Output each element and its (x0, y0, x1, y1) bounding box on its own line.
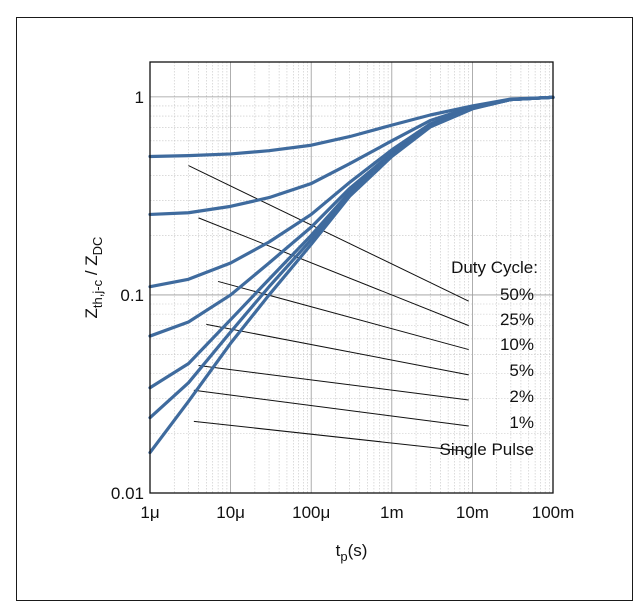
leader-line (206, 323, 469, 376)
y-axis-label-sep: / (82, 266, 101, 280)
x-tick-labels: 1μ 10μ 100μ 1m 10m 100m (140, 503, 574, 522)
x-tick-label: 1μ (140, 503, 159, 522)
leader-line (198, 365, 469, 401)
duty-cycle-label: 10% (500, 335, 534, 354)
x-tick-label: 1m (380, 503, 404, 522)
duty-cycle-label: Single Pulse (439, 440, 534, 459)
duty-cycle-label: 50% (500, 285, 534, 304)
series-line (148, 95, 555, 455)
x-axis-label-main: t (336, 541, 341, 560)
plot-area-border (149, 61, 554, 494)
series-line (148, 95, 555, 338)
x-tick-label: 10m (456, 503, 489, 522)
leader-line (217, 280, 469, 351)
duty-cycle-label: 5% (509, 361, 534, 380)
leader-line (193, 389, 469, 427)
leader-line (198, 217, 469, 327)
duty-cycle-labels: Duty Cycle: 50% 25% 10% 5% 2% 1% Single Pulse (439, 258, 538, 459)
y-tick-labels: 0.01 0.1 1 (111, 88, 144, 503)
leader-line (188, 165, 469, 302)
duty-cycle-leader-lines (188, 165, 469, 452)
y-axis-label-z2: Z (82, 255, 101, 265)
y-tick-label: 0.01 (111, 484, 144, 503)
y-axis-label-sub2: DC (90, 237, 105, 256)
duty-cycle-label: 2% (509, 387, 534, 406)
x-axis-label: tp(s) (336, 541, 368, 564)
x-axis-label-suffix: (s) (348, 541, 368, 560)
y-tick-label: 1 (135, 88, 144, 107)
major-gridlines (149, 62, 553, 494)
leader-line (193, 420, 465, 452)
x-tick-label: 100m (532, 503, 575, 522)
x-axis-label-sub: p (340, 549, 347, 564)
duty-cycle-label: 1% (509, 413, 534, 432)
duty-cycle-title: Duty Cycle: (451, 258, 538, 277)
y-tick-label: 0.1 (120, 286, 144, 305)
chart-frame (16, 17, 633, 601)
y-axis-label-z1: Z (82, 308, 101, 318)
x-tick-label: 100μ (292, 503, 330, 522)
x-tick-label: 10μ (216, 503, 245, 522)
y-axis-label-sub1: th,j-c (90, 279, 105, 308)
y-axis-label: Zth,j-c / ZDC (82, 237, 105, 319)
duty-cycle-label: 25% (500, 310, 534, 329)
minor-gridlines (150, 62, 553, 493)
data-series (148, 95, 555, 455)
